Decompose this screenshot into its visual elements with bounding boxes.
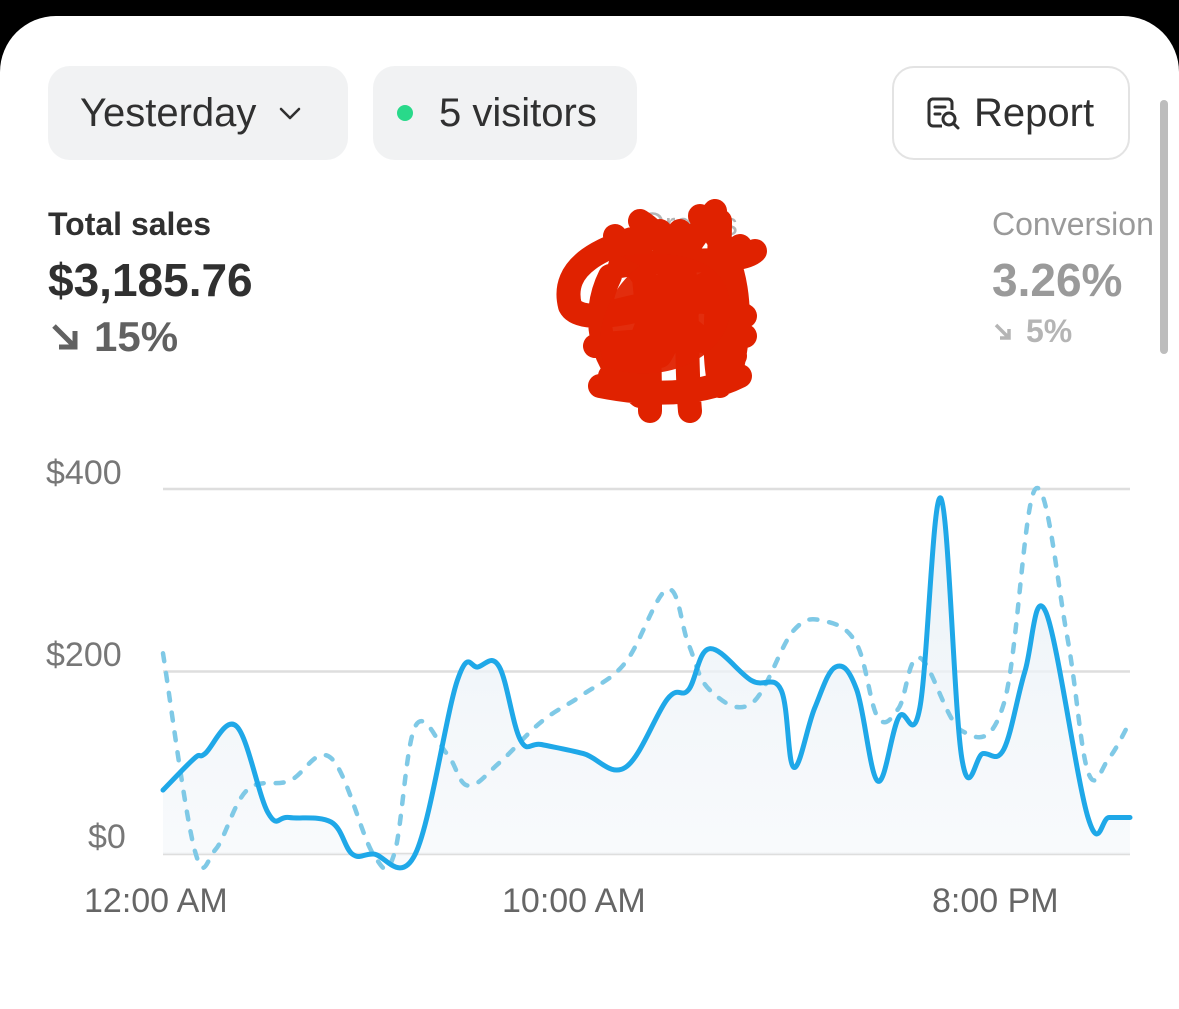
- arrow-down-right-icon: [52, 324, 78, 350]
- live-status-dot: [397, 105, 413, 121]
- metric-change: 15%: [48, 313, 253, 361]
- report-label: Report: [974, 90, 1095, 135]
- analytics-card: Yesterday 5 visitors Report Total sales …: [0, 16, 1179, 1009]
- sales-area-fill: [163, 497, 1130, 868]
- metric-value: $3,185.76: [48, 254, 253, 306]
- conversion-metric[interactable]: Conversion 3.26% 5%: [992, 206, 1154, 350]
- sales-line-chart: [160, 485, 1133, 872]
- scrollbar[interactable]: [1160, 100, 1168, 354]
- y-tick-label: $200: [46, 636, 122, 674]
- total-sales-metric[interactable]: Total sales $3,185.76 15%: [48, 206, 253, 361]
- metric-label: Conversion: [992, 206, 1154, 242]
- metric-change-value: 15%: [94, 313, 179, 360]
- x-tick-label: 8:00 PM: [932, 882, 1059, 920]
- metric-change: 5%: [992, 313, 1154, 350]
- x-tick-label: 10:00 AM: [502, 882, 646, 920]
- arrow-down-right-icon: [994, 323, 1011, 340]
- sales-series-line: [160, 495, 1133, 871]
- comparison-series-line: [160, 485, 1133, 872]
- date-range-dropdown[interactable]: Yesterday: [48, 66, 348, 160]
- metric-change-value: 5%: [1026, 313, 1073, 349]
- report-search-icon: [924, 94, 962, 132]
- x-tick-label: 12:00 AM: [84, 882, 228, 920]
- redaction-scribble: [556, 199, 767, 423]
- date-range-label: Yesterday: [80, 90, 257, 135]
- visitors-count: 5 visitors: [439, 90, 597, 135]
- y-tick-label: $0: [88, 818, 126, 856]
- y-tick-label: $400: [46, 454, 122, 492]
- metric-value: 3.26%: [992, 254, 1123, 306]
- live-visitors-pill[interactable]: 5 visitors: [373, 66, 637, 160]
- chevron-down-icon: [276, 99, 304, 127]
- report-button[interactable]: Report: [892, 66, 1130, 160]
- metric-label: Total sales: [48, 206, 212, 242]
